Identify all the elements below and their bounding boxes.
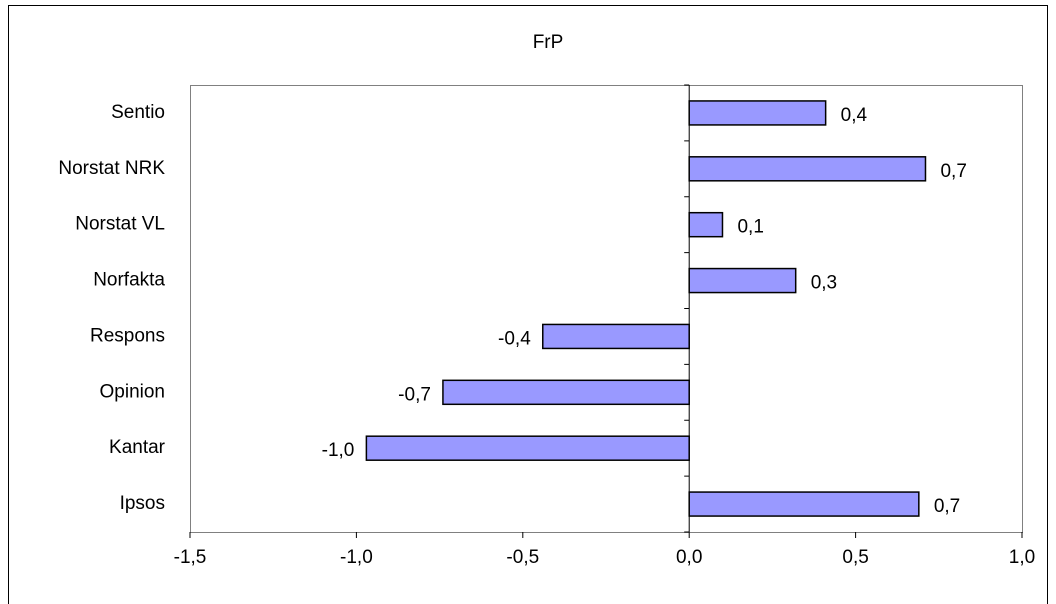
bar [688, 100, 827, 126]
y-tick-label: Sentio [111, 102, 165, 123]
bar [688, 211, 724, 238]
bar [688, 267, 797, 294]
value-label: -0,4 [498, 328, 531, 349]
x-tick-label: -1,5 [174, 547, 207, 568]
bar [688, 491, 920, 517]
y-tick-label: Opinion [100, 381, 166, 402]
bar [365, 435, 690, 461]
x-tick-label: 1,0 [1009, 547, 1035, 568]
x-tick-label: -1,0 [340, 547, 373, 568]
x-tick-label: 0,5 [842, 547, 868, 568]
bar [688, 156, 927, 182]
value-label: 0,3 [811, 273, 837, 294]
plot-area [190, 85, 1023, 533]
value-label: -0,7 [398, 384, 431, 405]
bar [442, 379, 690, 406]
y-tick-label: Respons [90, 325, 165, 346]
value-label: 0,7 [934, 496, 960, 517]
y-tick-label: Ipsos [120, 493, 165, 514]
value-label: 0,4 [841, 105, 868, 126]
bar [542, 323, 690, 350]
x-tick-label: -0,5 [506, 547, 539, 568]
y-tick-label: Norstat NRK [58, 158, 165, 179]
chart-title: FrP [533, 32, 564, 53]
x-tick-label: 0,0 [676, 547, 702, 568]
value-label: -1,0 [322, 440, 355, 461]
value-label: 0,1 [737, 217, 763, 238]
y-tick-label: Norstat VL [75, 214, 165, 235]
y-tick-label: Norfakta [93, 270, 165, 291]
y-tick-label: Kantar [109, 437, 166, 458]
value-label: 0,7 [940, 161, 966, 182]
